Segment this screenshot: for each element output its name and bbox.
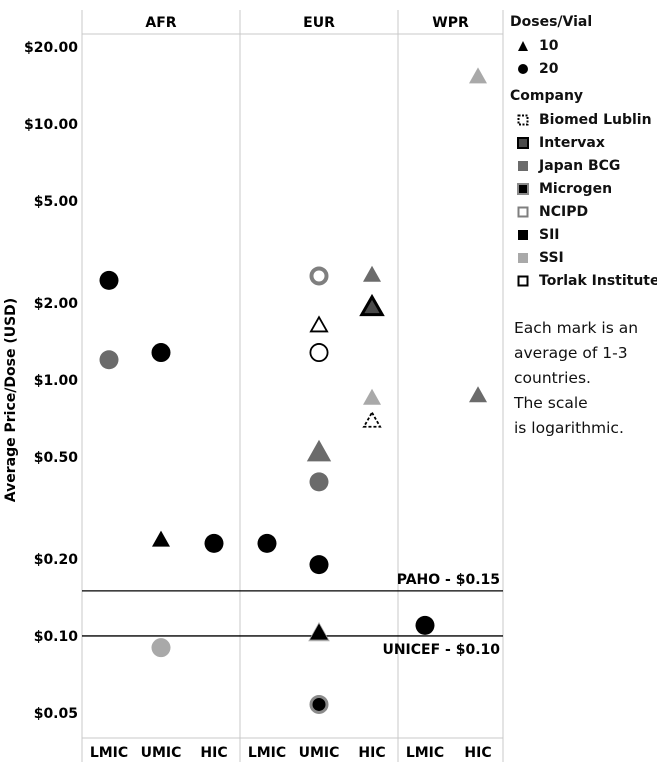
black-square-icon [516, 228, 530, 242]
y-tick-label: $20.00 [24, 40, 78, 56]
legend-item-20-doses: 20 [510, 57, 655, 80]
legend: Doses/Vial 10 20 Company Biomed Lublin [510, 14, 657, 300]
reference-line-label: PAHO - $0.15 [397, 572, 500, 588]
legend-label: Torlak Institute [539, 272, 657, 289]
y-tick-label: $1.00 [34, 373, 79, 389]
data-point-ncipd [309, 266, 329, 286]
data-point-ssi [151, 638, 171, 658]
legend-item-10-doses: 10 [510, 34, 655, 57]
data-point-sii [257, 533, 277, 553]
legend-label: SII [539, 226, 560, 243]
data-point-torlak-institute [309, 315, 329, 333]
legend-label: Biomed Lublin [539, 111, 652, 128]
x-tick-label: UMIC [141, 745, 182, 761]
dotted-square-icon [516, 113, 530, 127]
x-tick-label: LMIC [90, 745, 128, 761]
legend-label: Japan BCG [539, 157, 621, 174]
panel-header-eur: EUR [303, 15, 335, 31]
legend-label: 10 [539, 37, 559, 54]
data-point-ssi [469, 67, 487, 84]
doses-legend: Doses/Vial 10 20 [510, 14, 655, 80]
panel-header-wpr: WPR [432, 15, 469, 31]
gray-square-icon [516, 159, 530, 173]
y-tick-label: $0.50 [34, 450, 79, 466]
data-point-intervax [359, 293, 385, 317]
y-tick-label: $0.20 [34, 552, 79, 568]
y-axis-title: Average Price/Dose (USD) [3, 298, 19, 502]
legend-label: Microgen [539, 180, 613, 197]
x-tick-label: HIC [464, 745, 491, 761]
data-point-microgen [309, 694, 329, 714]
legend-label: Intervax [539, 134, 605, 151]
data-point-japan-bcg [99, 350, 119, 370]
reference-lines: PAHO - $0.15 UNICEF - $0.10 [82, 572, 503, 658]
plot-frame [81, 10, 504, 762]
data-point-sii [99, 270, 119, 290]
legend-label: SSI [539, 249, 564, 266]
legend-item-biomed-lublin: Biomed Lublin [510, 108, 655, 131]
light-gray-square-icon [516, 251, 530, 265]
reference-line-label: UNICEF - $0.10 [382, 642, 500, 658]
legend-item-japan-bcg: Japan BCG [510, 154, 655, 177]
black-gray-outline-square-icon [516, 182, 530, 196]
x-tick-label: LMIC [406, 745, 444, 761]
legend-label: 20 [539, 60, 559, 77]
circle-icon [516, 62, 530, 76]
data-point-japan-bcg [363, 265, 381, 282]
white-gray-outline-square-icon [516, 205, 530, 219]
x-tick-label: HIC [200, 745, 227, 761]
y-axis: $20.00 $10.00 $5.00 $2.00 $1.00 $0.50 $0.20 $0.… [24, 40, 78, 722]
x-axis: LMIC UMIC HIC LMIC UMIC HIC LMIC HIC [90, 745, 492, 761]
data-point-biomed-lublin [362, 410, 382, 428]
y-tick-label: $2.00 [34, 296, 79, 312]
data-point-ssi [363, 388, 381, 405]
chart-note: Each mark is an average of 1-3 countries… [514, 319, 639, 437]
x-tick-label: LMIC [248, 745, 286, 761]
x-tick-label: HIC [358, 745, 385, 761]
data-points [99, 67, 487, 714]
y-tick-label: $0.10 [34, 629, 79, 645]
data-point-japan-bcg [469, 386, 487, 403]
x-tick-label: UMIC [299, 745, 340, 761]
company-legend: Company Biomed Lublin Intervax Japan BCG… [510, 88, 657, 292]
legend-item-sii: SII [510, 223, 655, 246]
panel-headers: AFR EUR WPR [145, 15, 469, 31]
dark-gray-square-icon [516, 136, 530, 150]
triangle-icon [516, 39, 530, 53]
data-point-sii [151, 343, 171, 363]
legend-item-intervax: Intervax [510, 131, 655, 154]
legend-item-ncipd: NCIPD [510, 200, 655, 223]
legend-label: NCIPD [539, 203, 589, 220]
y-tick-label: $5.00 [34, 194, 79, 210]
data-point-sii [204, 533, 224, 553]
panel-header-afr: AFR [145, 15, 176, 31]
data-point-torlak-institute [309, 343, 329, 363]
company-legend-title: Company [510, 88, 584, 104]
data-point-sii [152, 530, 170, 547]
data-point-sii [309, 555, 329, 575]
legend-item-ssi: SSI [510, 246, 655, 269]
data-point-japan-bcg [306, 439, 332, 462]
y-tick-label: $0.05 [34, 706, 78, 722]
data-point-sii [310, 623, 328, 640]
legend-item-torlak-institute: Torlak Institute [510, 269, 657, 292]
legend-item-microgen: Microgen [510, 177, 655, 200]
doses-legend-title: Doses/Vial [510, 14, 593, 30]
data-point-sii [415, 615, 435, 635]
y-tick-label: $10.00 [24, 117, 78, 133]
white-black-outline-square-icon [516, 274, 530, 288]
data-point-japan-bcg [309, 472, 329, 492]
